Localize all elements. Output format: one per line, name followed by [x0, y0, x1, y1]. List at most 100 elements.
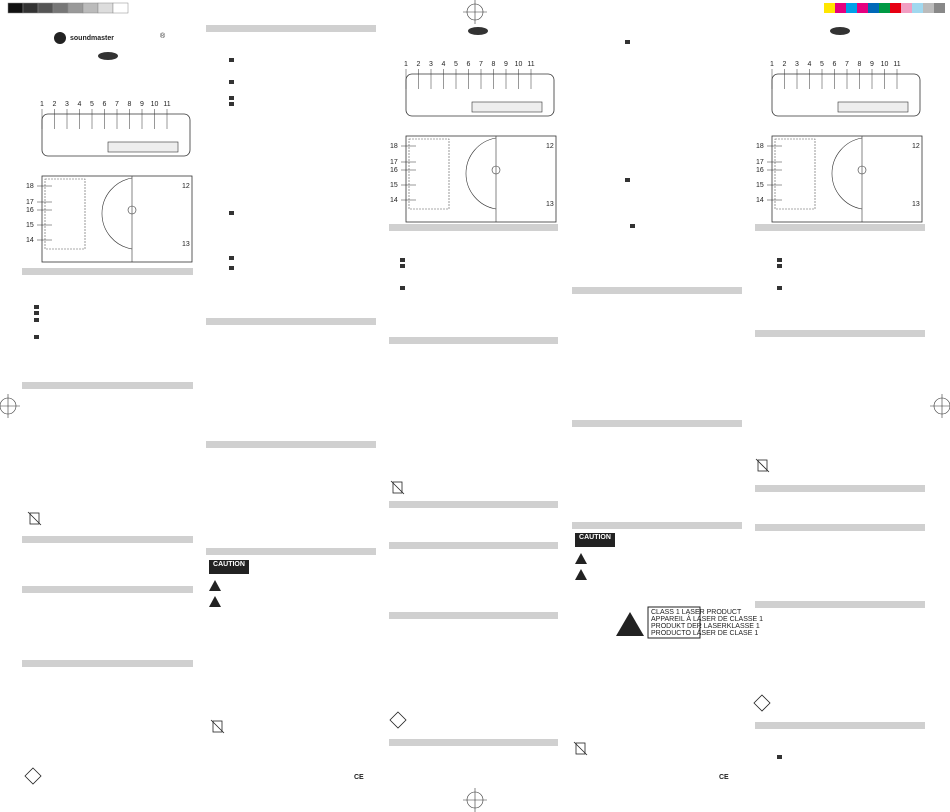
callout-number: 17	[756, 159, 764, 166]
laser-label-text: CLASS 1 LASER PRODUCT	[651, 609, 742, 616]
callout-number: 8	[858, 61, 862, 68]
callout-number: 6	[467, 61, 471, 68]
registration-swatch	[112, 2, 129, 14]
icon-glyph	[777, 264, 782, 268]
section-header	[572, 522, 742, 529]
callout-number: 1	[40, 101, 44, 108]
device-controls	[107, 141, 179, 153]
callout-number: 4	[808, 61, 812, 68]
callout-number: 7	[479, 61, 483, 68]
callout-number: 17	[26, 199, 34, 206]
icon-glyph	[400, 258, 405, 262]
registration-swatch	[835, 3, 846, 13]
icon-glyph	[229, 256, 234, 260]
cd-tray	[101, 177, 133, 250]
icon-glyph	[777, 258, 782, 262]
section-header	[206, 318, 376, 325]
callout-number: 5	[90, 101, 94, 108]
caution-title: CAUTION	[213, 561, 245, 568]
icon-glyph	[229, 211, 234, 215]
device-top	[41, 113, 191, 157]
section-header	[389, 224, 558, 231]
laser-label	[647, 606, 701, 639]
callout-number: 10	[151, 101, 159, 108]
callout-number: 9	[504, 61, 508, 68]
cd-spindle	[491, 165, 501, 175]
callout-number: 3	[65, 101, 69, 108]
wee-bin-icon	[210, 719, 225, 734]
ce-mark: CE	[354, 774, 364, 781]
icon-glyph	[229, 102, 234, 106]
callout-number: 2	[783, 61, 787, 68]
hearing-warning-icon	[389, 711, 407, 729]
callout-number: 15	[390, 182, 398, 189]
cd-tray	[465, 137, 497, 210]
device-top	[771, 73, 921, 117]
section-header	[206, 25, 376, 32]
callout-number: 1	[770, 61, 774, 68]
icon-glyph	[34, 311, 39, 315]
registration-swatch	[22, 2, 39, 14]
section-header	[755, 722, 925, 729]
callout-number: 9	[870, 61, 874, 68]
wee-bin-icon	[212, 720, 223, 733]
callout-number: 9	[140, 101, 144, 108]
device-controls	[837, 101, 909, 113]
callout-number: 16	[26, 207, 34, 214]
icon-glyph	[229, 266, 234, 270]
registration-swatch	[824, 3, 835, 13]
device-front	[771, 135, 923, 223]
device-controls	[471, 101, 543, 113]
registration-swatch	[923, 3, 934, 13]
laser-symbol	[616, 612, 644, 636]
speaker-area	[774, 138, 816, 210]
callout-number: 17	[390, 159, 398, 166]
callout-number: 12	[182, 183, 190, 190]
callout-number: 1	[404, 61, 408, 68]
registration-swatch	[82, 2, 99, 14]
callout-number: 4	[442, 61, 446, 68]
registration-swatch	[934, 3, 945, 13]
wee-bin-icon	[573, 741, 588, 756]
wee-bin-icon	[392, 481, 403, 494]
callout-number: 7	[115, 101, 119, 108]
section-header	[389, 542, 558, 549]
registration-swatch	[52, 2, 69, 14]
icon-glyph	[34, 335, 39, 339]
callout-number: 18	[756, 143, 764, 150]
section-header	[389, 612, 558, 619]
laser-label-text: APPAREIL À LASER DE CLASSE 1	[651, 614, 763, 623]
device-top	[405, 73, 555, 117]
registration-swatch	[890, 3, 901, 13]
warning-triangle	[575, 569, 587, 580]
callout-number: 11	[527, 61, 534, 68]
icon-glyph	[34, 318, 39, 322]
callout-number: 8	[128, 101, 132, 108]
callout-number: 3	[795, 61, 799, 68]
registration-swatch	[7, 2, 24, 14]
section-header	[572, 287, 742, 294]
section-header	[22, 268, 193, 275]
section-header	[389, 501, 558, 508]
registration-swatch	[97, 2, 114, 14]
callout-number: 16	[756, 167, 764, 174]
ce-mark: CE	[719, 774, 729, 781]
section-header	[755, 524, 925, 531]
section-header	[22, 660, 193, 667]
icon-glyph	[400, 264, 405, 268]
registration-swatch	[901, 3, 912, 13]
layout: soundmaster ® CE CE	[70, 32, 729, 781]
icon-glyph	[630, 224, 635, 228]
icon-glyph	[229, 96, 234, 100]
icon-glyph	[625, 40, 630, 44]
wee-bin-icon	[757, 459, 768, 472]
speaker-area	[408, 138, 450, 210]
icon-glyph	[229, 80, 234, 84]
section-header	[22, 586, 193, 593]
callout-number: 2	[53, 101, 57, 108]
callout-number: 18	[390, 143, 398, 150]
laser-label-text: PRODUCTO LÁSER DE CLASE 1	[651, 628, 758, 637]
callout-number: 10	[881, 61, 889, 68]
